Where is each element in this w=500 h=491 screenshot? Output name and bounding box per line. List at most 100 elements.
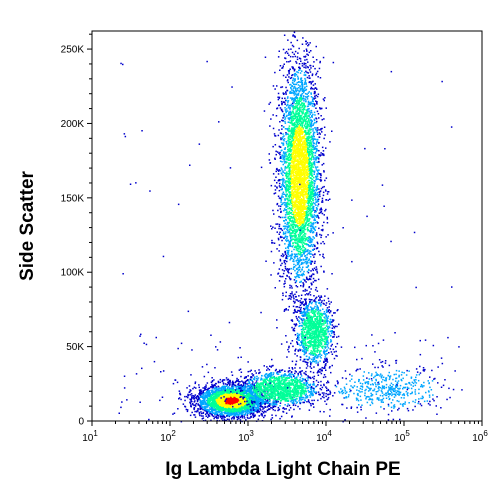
- data-point: [300, 157, 302, 159]
- data-point: [281, 142, 283, 144]
- data-point: [310, 143, 313, 145]
- data-point: [297, 94, 299, 96]
- data-point: [223, 392, 225, 395]
- data-point: [280, 210, 282, 213]
- data-point: [283, 216, 286, 219]
- data-point: [296, 225, 298, 227]
- data-point: [289, 105, 291, 107]
- data-point: [318, 250, 320, 253]
- data-point: [292, 208, 294, 210]
- data-point: [296, 136, 299, 138]
- data-point: [266, 406, 269, 408]
- data-point: [299, 171, 301, 173]
- data-point: [291, 201, 293, 204]
- data-point: [308, 189, 310, 192]
- data-point: [312, 103, 314, 105]
- data-point: [296, 190, 298, 193]
- data-point: [306, 190, 308, 192]
- data-point: [297, 336, 299, 339]
- data-point: [281, 156, 283, 158]
- data-point: [288, 147, 291, 150]
- data-point: [298, 143, 301, 145]
- data-point: [194, 416, 197, 418]
- data-point: [298, 174, 300, 176]
- data-point: [303, 219, 306, 221]
- data-point: [304, 175, 306, 178]
- data-point: [287, 142, 290, 144]
- data-point: [303, 161, 306, 164]
- data-point: [293, 323, 296, 325]
- data-point: [302, 194, 305, 196]
- data-point: [313, 119, 316, 122]
- data-point: [288, 111, 290, 114]
- data-point: [301, 274, 304, 277]
- data-point: [296, 87, 298, 90]
- data-point: [304, 255, 307, 257]
- data-point: [315, 107, 317, 109]
- data-point: [294, 160, 296, 162]
- data-point: [301, 143, 304, 146]
- data-point: [290, 91, 293, 94]
- data-point: [315, 204, 317, 206]
- data-point: [304, 225, 306, 228]
- data-point: [295, 285, 297, 287]
- data-point: [292, 45, 295, 48]
- data-point: [294, 74, 296, 76]
- data-point: [320, 187, 323, 190]
- data-point: [329, 198, 331, 200]
- data-point: [297, 108, 300, 111]
- data-point: [296, 262, 299, 264]
- data-point: [290, 193, 293, 195]
- data-point: [301, 153, 304, 156]
- data-point: [301, 142, 304, 144]
- data-point: [297, 138, 300, 140]
- data-point: [279, 107, 282, 109]
- data-point: [289, 218, 291, 220]
- data-point: [313, 244, 316, 247]
- data-point: [310, 138, 313, 141]
- data-point: [304, 163, 306, 165]
- data-point: [288, 76, 290, 78]
- data-point: [299, 281, 301, 283]
- data-point: [295, 170, 297, 173]
- data-point: [283, 158, 286, 161]
- data-point: [311, 260, 313, 263]
- data-point: [308, 173, 310, 175]
- data-point: [310, 181, 312, 183]
- data-point: [297, 122, 299, 124]
- data-point: [297, 78, 299, 80]
- data-point: [278, 268, 281, 270]
- data-point: [278, 233, 280, 235]
- data-point: [301, 253, 303, 256]
- data-point: [285, 86, 287, 89]
- data-point: [282, 74, 285, 77]
- data-point: [236, 377, 238, 380]
- data-point: [282, 231, 285, 233]
- data-point: [298, 163, 300, 166]
- data-point: [296, 299, 298, 301]
- data-point: [307, 189, 309, 191]
- data-point: [300, 181, 303, 183]
- data-point: [274, 192, 277, 194]
- data-point: [296, 198, 298, 200]
- data-point: [311, 216, 313, 219]
- data-point: [303, 186, 305, 188]
- data-point: [308, 278, 311, 280]
- data-point: [298, 265, 301, 268]
- data-point: [312, 80, 314, 83]
- data-point: [326, 193, 329, 195]
- data-point: [310, 253, 313, 255]
- data-point: [289, 287, 291, 289]
- data-point: [298, 227, 301, 229]
- data-point: [305, 93, 307, 95]
- data-point: [301, 92, 303, 95]
- data-point: [290, 161, 293, 164]
- data-point: [290, 272, 292, 275]
- data-point: [299, 184, 301, 186]
- data-point: [299, 196, 301, 199]
- data-point: [317, 199, 319, 202]
- data-point: [306, 177, 309, 179]
- data-point: [300, 96, 302, 99]
- data-point: [281, 67, 283, 69]
- data-point: [299, 136, 302, 138]
